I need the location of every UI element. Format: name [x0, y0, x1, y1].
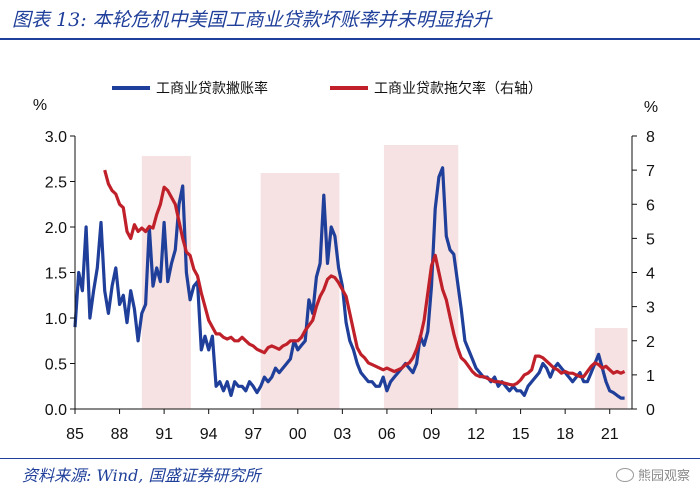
x-tick-label: 12 — [467, 426, 485, 443]
x-tick-label: 21 — [601, 426, 619, 443]
y-tick-label: 1.5 — [45, 266, 67, 283]
x-tick-label: 15 — [512, 426, 530, 443]
x-tick-label: 09 — [423, 426, 441, 443]
y-tick-label: 0.0 — [45, 402, 67, 419]
recession-band — [594, 328, 628, 409]
y-tick-label: 2.5 — [45, 175, 67, 192]
legend-label-chargeoff: 工商业贷款撇账率 — [156, 80, 268, 97]
y-axis-unit-label: % — [33, 97, 47, 114]
x-tick-label: 94 — [200, 426, 218, 443]
y2-axis-unit-label: % — [644, 99, 658, 116]
legend-label-delinquency: 工商业贷款拖欠率（右轴） — [374, 80, 542, 97]
footer-rule — [0, 458, 700, 459]
figure-title: 图表 13: 本轮危机中美国工商业贷款坏账率并未明显抬升 — [12, 9, 492, 31]
y-tick-label: 2.0 — [45, 220, 67, 237]
x-tick-label: 88 — [111, 426, 129, 443]
x-tick-label: 06 — [378, 426, 396, 443]
y-tick-label: 1.0 — [45, 311, 67, 328]
x-tick-label: 18 — [556, 426, 574, 443]
x-tick-label: 85 — [66, 426, 84, 443]
y2-tick-label: 4 — [646, 266, 655, 283]
y2-tick-label: 1 — [646, 368, 655, 385]
y2-tick-label: 6 — [646, 197, 655, 214]
y2-tick-label: 5 — [646, 231, 655, 248]
series-lines — [73, 166, 626, 400]
recession-band — [383, 145, 459, 409]
y-tick-label: 0.5 — [45, 357, 67, 374]
watermark: 熊园观察 — [615, 465, 690, 484]
source-note: 资料来源: Wind, 国盛证券研究所 — [22, 466, 261, 485]
x-tick-label: 00 — [289, 426, 307, 443]
watermark-label: 熊园观察 — [637, 469, 690, 484]
y2-tick-label: 7 — [646, 163, 655, 180]
y2-tick-label: 8 — [646, 129, 655, 146]
wechat-icon — [615, 468, 634, 482]
x-tick-label: 97 — [244, 426, 262, 443]
title-rule — [0, 38, 700, 40]
x-tick-label: 91 — [155, 426, 173, 443]
series-line-delinquency — [103, 169, 626, 387]
y2-tick-label: 3 — [646, 300, 655, 317]
x-tick-label: 03 — [333, 426, 351, 443]
y-tick-label: 3.0 — [45, 129, 67, 146]
legend: 工商业贷款撇账率 工商业贷款拖欠率（右轴） — [112, 80, 542, 97]
y2-tick-label: 2 — [646, 334, 655, 351]
y2-tick-label: 0 — [646, 402, 655, 419]
series-line-chargeoff — [73, 166, 625, 400]
